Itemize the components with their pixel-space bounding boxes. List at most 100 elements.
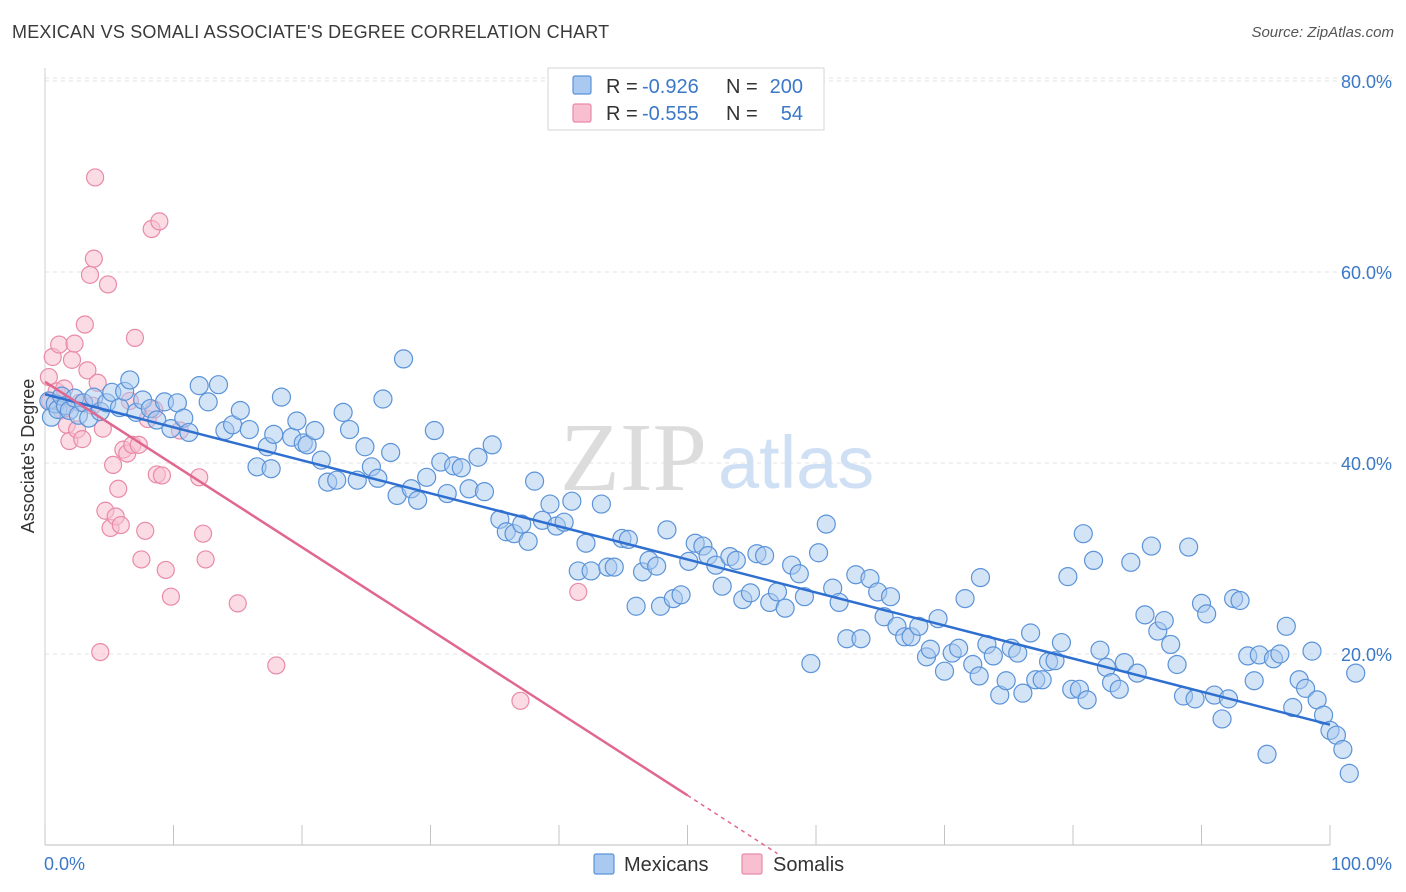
watermark-zip: ZIP: [560, 404, 707, 512]
mexicans-point-50: [355, 437, 375, 457]
stats-legend: R = -0.926 N = 200 R = -0.555 N = 54: [547, 67, 825, 131]
mexicans-point-79: [562, 491, 582, 511]
legend-r-label-somalis: R =: [606, 103, 638, 125]
mexicans-point-110: [775, 598, 795, 618]
mexicans-point-28: [198, 392, 218, 412]
mexicans-point-105: [740, 583, 761, 603]
somalis-point-15: [78, 361, 97, 380]
mexicans-point-72: [512, 514, 532, 534]
mexicans-point-158: [1083, 550, 1104, 571]
somalis-point-34: [125, 328, 145, 347]
mexicans-point-185: [1257, 744, 1277, 764]
somalis-point-29: [111, 515, 130, 535]
mexicans-point-136: [955, 589, 975, 609]
mexicans-point-53: [373, 389, 393, 409]
somalis-trend-extension: [687, 794, 778, 855]
mexicans-point-88: [626, 596, 646, 616]
tick-labels: 20.0% 40.0% 60.0% 80.0% 0.0% 100.0%: [44, 72, 1392, 874]
series-legend: Mexicans Somalis: [593, 853, 844, 876]
mexicans-point-83: [591, 494, 612, 514]
legend-r-label-mexicans: R =: [606, 76, 638, 98]
mexicans-point-43: [305, 420, 325, 441]
mexicans-point-147: [1020, 623, 1041, 643]
somalis-point-52: [511, 691, 530, 710]
bottom-legend-swatch-mexicans: [593, 853, 615, 875]
somalis-point-21: [91, 642, 110, 662]
mexicans-point-146: [1013, 683, 1033, 703]
mexicans-point-181: [1230, 590, 1250, 611]
mexicans-point-125: [880, 587, 901, 607]
chart-title: MEXICAN VS SOMALI ASSOCIATE'S DEGREE COR…: [12, 22, 610, 42]
mexicans-point-115: [808, 543, 829, 563]
somalis-point-42: [150, 212, 169, 231]
mexicans-point-192: [1302, 641, 1322, 661]
mexicans-point-47: [333, 402, 353, 422]
mexicans-point-157: [1077, 690, 1097, 710]
mexicans-point-149: [1032, 670, 1052, 690]
mexicans-trend-line: [44, 393, 1331, 726]
mexicans-point-178: [1212, 709, 1232, 729]
somalis-point-36: [132, 550, 151, 569]
mexicans-point-167: [1141, 536, 1161, 556]
mexicans-point-156: [1073, 524, 1093, 544]
somalis-point-10: [65, 334, 84, 353]
mexicans-point-188: [1276, 616, 1296, 636]
mexicans-point-38: [271, 387, 292, 407]
mexicans-point-27: [189, 376, 209, 396]
mexicans-point-93: [657, 520, 677, 540]
mexicans-point-164: [1121, 552, 1141, 572]
mexicans-point-197: [1333, 739, 1353, 760]
axes: [44, 68, 1331, 846]
somalis-point-14: [75, 315, 94, 334]
somalis-point-37: [136, 521, 155, 540]
somalis-point-50: [228, 594, 247, 613]
mexicans-point-131: [920, 639, 940, 659]
mexicans-point-73: [518, 531, 538, 551]
bottom-legend-label-somalis: Somalis: [773, 854, 844, 876]
mexicans-point-37: [264, 424, 284, 444]
mexicans-point-113: [794, 587, 815, 607]
somalis-point-51: [267, 656, 286, 675]
mexicans-point-40: [287, 411, 307, 431]
mexicans-point-95: [671, 585, 691, 605]
mexicans-point-187: [1270, 644, 1290, 664]
mexicans-point-103: [726, 550, 746, 571]
legend-r-value-somalis: -0.555: [642, 103, 699, 125]
mexicans-point-59: [417, 467, 437, 487]
legend-swatch-mexicans: [572, 75, 592, 95]
legend-n-label-somalis: N =: [726, 103, 758, 125]
legend-n-value-somalis: 54: [781, 103, 803, 125]
somalis-point-45: [161, 587, 181, 606]
somalis-point-44: [156, 560, 175, 580]
mexicans-point-33: [239, 419, 259, 440]
mexicans-point-169: [1154, 610, 1174, 631]
mexicans-point-91: [647, 556, 667, 576]
y-tick-label-0: 20.0%: [1341, 645, 1392, 665]
mexicans-point-54: [381, 442, 401, 463]
mexicans-point-66: [468, 447, 488, 467]
somalis-point-47: [190, 468, 209, 487]
mexicans-point-183: [1244, 671, 1264, 691]
mexicans-point-152: [1051, 632, 1072, 653]
mexicans-point-198: [1339, 763, 1359, 783]
trend-lines: [44, 380, 1331, 855]
mexicans-point-68: [482, 435, 502, 455]
mexicans-point-46: [327, 470, 347, 490]
mexicans-point-139: [970, 567, 991, 588]
mexicans-point-64: [451, 458, 471, 478]
mexicans-point-129: [909, 616, 929, 636]
mexicans-point-133: [934, 661, 955, 681]
y-tick-label-2: 60.0%: [1341, 263, 1392, 283]
mexicans-point-162: [1109, 679, 1129, 699]
mexicans-point-141: [983, 646, 1003, 666]
x-tick-label-0: 0.0%: [44, 854, 85, 874]
somalis-point-49: [196, 550, 215, 569]
somalis-point-48: [193, 524, 213, 543]
y-tick-label-1: 40.0%: [1341, 454, 1392, 474]
mexicans-point-58: [408, 490, 428, 510]
source-credit: Source: ZipAtlas.com: [1251, 24, 1394, 41]
somalis-point-24: [98, 275, 118, 294]
mexicans-point-85: [604, 557, 624, 577]
mexicans-point-116: [816, 514, 836, 534]
legend-n-value-mexicans: 200: [770, 76, 803, 98]
